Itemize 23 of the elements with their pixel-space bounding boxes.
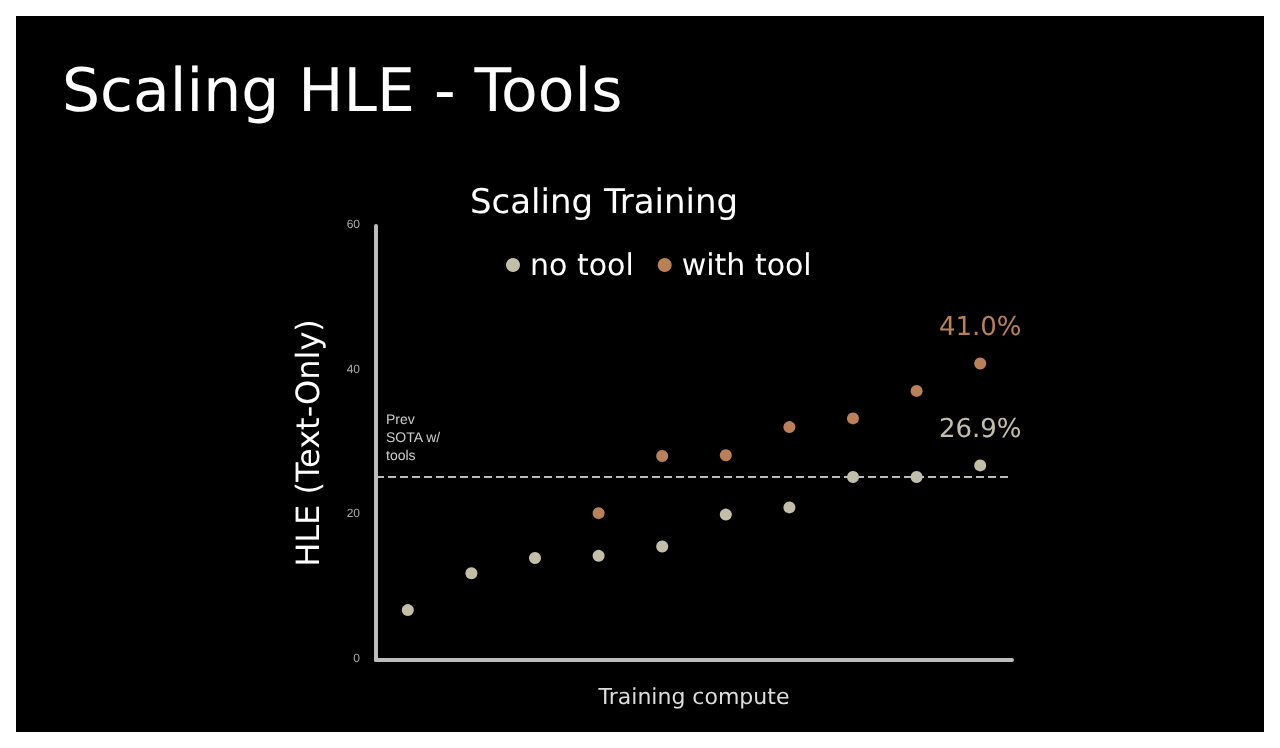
point (910, 384, 923, 397)
point (656, 450, 669, 463)
point (592, 507, 605, 520)
point (719, 508, 732, 521)
point (783, 501, 796, 514)
point (401, 604, 414, 617)
point (783, 421, 796, 434)
point (465, 567, 478, 580)
point (719, 449, 732, 462)
point (974, 357, 987, 370)
point (656, 540, 669, 553)
data-label: 41.0% (938, 313, 1022, 344)
legend-label: with tool (681, 247, 812, 283)
point (847, 412, 859, 425)
point (529, 552, 541, 565)
x-axis-title: Training compute (596, 683, 790, 710)
y-axis-title: HLE (Text-Only) (289, 319, 327, 567)
point (592, 549, 605, 562)
data-label: 26.9% (938, 415, 1022, 446)
point (974, 459, 987, 472)
legend-label: no tool (530, 247, 634, 283)
chart-subtitle: Scaling Training (470, 183, 739, 223)
chart-title: Scaling HLE - Tools (62, 57, 623, 127)
